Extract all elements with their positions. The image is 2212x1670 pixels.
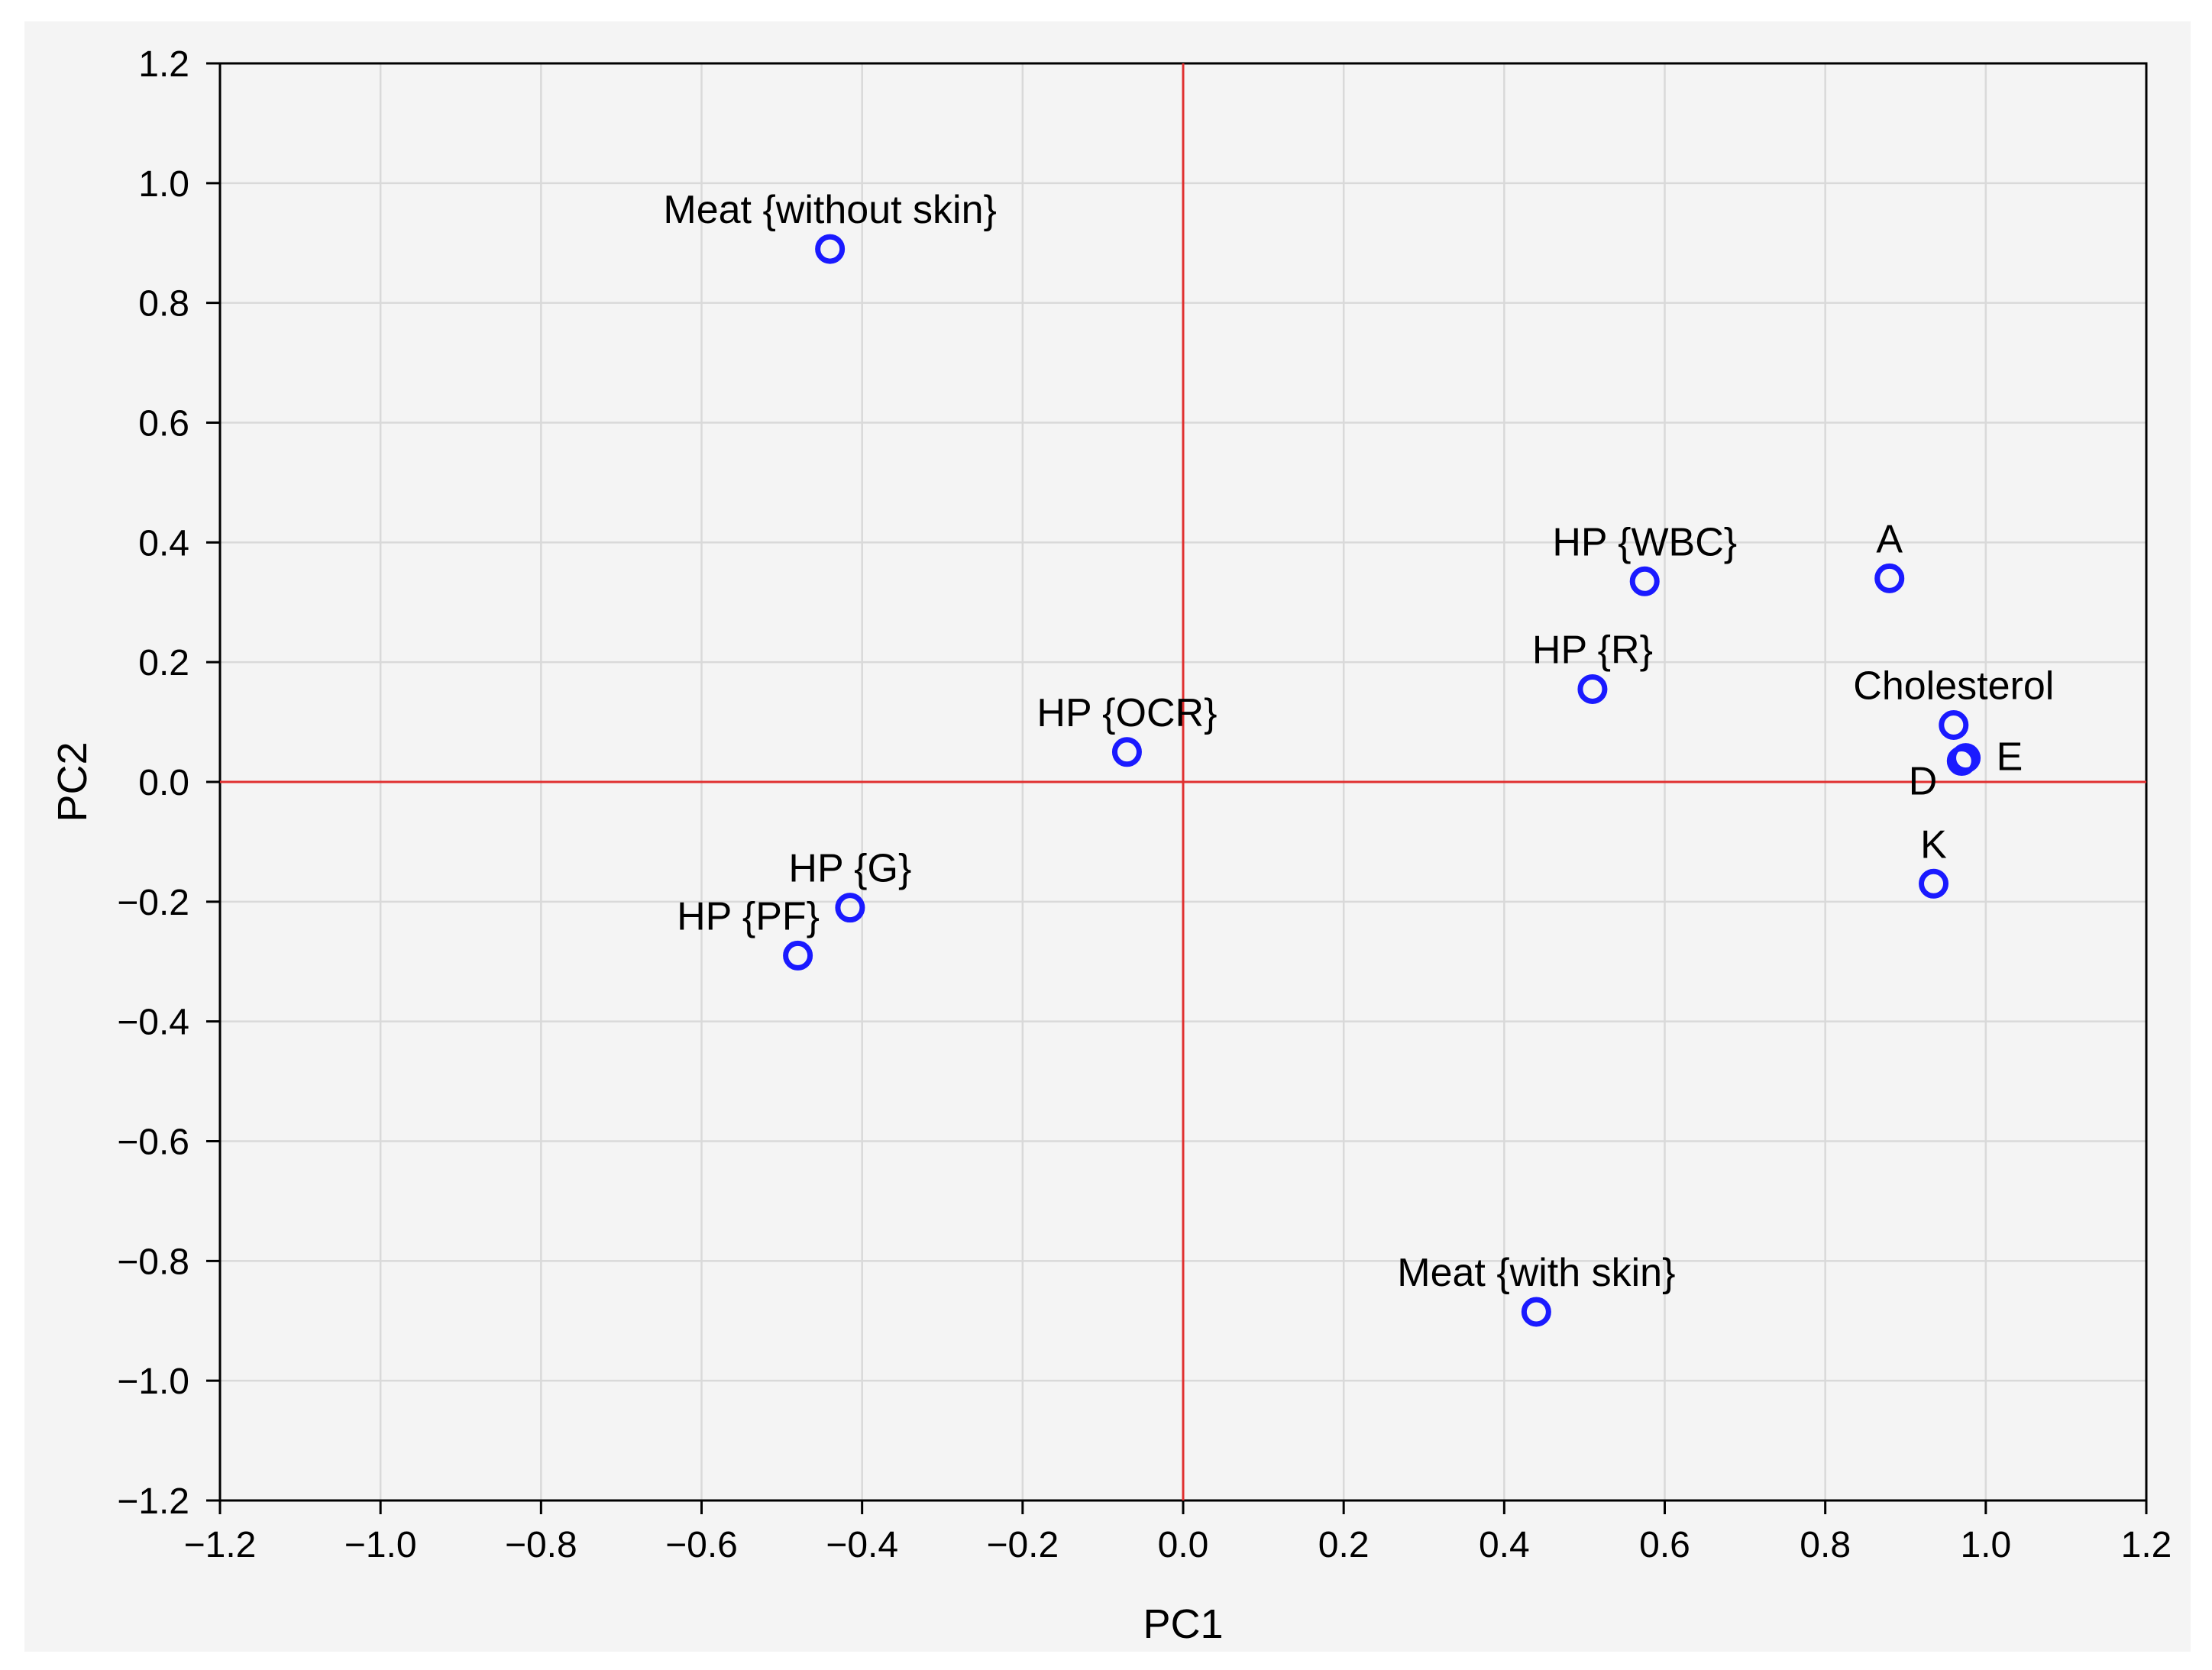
y-tick-label: 0.0 xyxy=(138,763,189,803)
data-point-meat-without-skin xyxy=(815,234,846,264)
data-point-hp-ocr xyxy=(1111,737,1142,767)
data-point-hp-r xyxy=(1577,673,1608,704)
y-tick-label: −1.2 xyxy=(117,1481,189,1522)
data-point-hp-pf xyxy=(783,940,813,971)
x-tick-label: 0.6 xyxy=(1639,1525,1690,1565)
x-axis-label: PC1 xyxy=(1143,1601,1223,1647)
data-point-label-a: A xyxy=(1876,517,1903,561)
y-axis-label: PC2 xyxy=(50,741,95,822)
x-tick-label: −0.8 xyxy=(505,1525,577,1565)
data-point-hp-g xyxy=(835,893,865,923)
x-tick-label: −1.0 xyxy=(344,1525,417,1565)
data-point-label-meat-with-skin: Meat {with skin} xyxy=(1397,1251,1675,1295)
data-points: Meat {without skin} HP {WBC} A HP {R} Choles… xyxy=(663,188,2054,1327)
x-tick-label: 0.0 xyxy=(1158,1525,1209,1565)
y-axis-ticks: 1.2 1.0 0.8 0.6 0.4 0.2 0.0 −0.2 −0.4 −0.6 −0.8 −1.… xyxy=(117,44,220,1522)
x-tick-label: −0.4 xyxy=(826,1525,898,1565)
reference-lines xyxy=(220,63,2146,1500)
data-point-label-hp-pf: HP {PF} xyxy=(677,894,820,938)
y-tick-label: −0.4 xyxy=(117,1003,189,1043)
y-tick-label: 1.2 xyxy=(138,44,189,85)
x-tick-label: 1.0 xyxy=(1960,1525,2011,1565)
data-point-a xyxy=(1874,563,1905,593)
data-point-cholesterol xyxy=(1939,710,1969,741)
data-point-label-hp-wbc: HP {WBC} xyxy=(1552,520,1737,564)
x-axis-ticks: −1.2 −1.0 −0.8 −0.6 −0.4 −0.2 0.0 0.2 0.4 0.6 0.8 1… xyxy=(184,1500,2172,1565)
y-tick-label: −0.8 xyxy=(117,1242,189,1282)
x-tick-label: −0.2 xyxy=(986,1525,1059,1565)
y-tick-label: −1.0 xyxy=(117,1362,189,1402)
data-point-label-k: K xyxy=(1920,822,1947,867)
y-tick-label: 0.6 xyxy=(138,404,189,444)
x-tick-label: 1.2 xyxy=(2121,1525,2172,1565)
data-point-d xyxy=(1946,746,1977,777)
data-point-label-hp-ocr: HP {OCR} xyxy=(1036,691,1217,735)
y-tick-label: 0.8 xyxy=(138,284,189,325)
data-point-label-e: E xyxy=(1997,735,2023,780)
x-tick-label: 0.2 xyxy=(1318,1525,1370,1565)
data-point-label-hp-r: HP {R} xyxy=(1532,628,1653,672)
data-point-meat-with-skin xyxy=(1521,1297,1551,1327)
data-point-label-d: D xyxy=(1909,760,1938,804)
x-tick-label: −1.2 xyxy=(184,1525,257,1565)
y-tick-label: 0.2 xyxy=(138,643,189,683)
data-point-label-hp-g: HP {G} xyxy=(788,847,911,891)
x-tick-label: 0.8 xyxy=(1800,1525,1851,1565)
y-tick-label: −0.2 xyxy=(117,883,189,923)
x-tick-label: −0.6 xyxy=(665,1525,738,1565)
y-tick-label: 1.0 xyxy=(138,164,189,205)
data-point-k xyxy=(1919,868,1949,899)
x-tick-label: 0.4 xyxy=(1479,1525,1530,1565)
data-point-label-cholesterol: Cholesterol xyxy=(1853,664,2054,709)
y-tick-label: 0.4 xyxy=(138,523,189,564)
data-point-label-meat-without-skin: Meat {without skin} xyxy=(663,188,996,232)
y-tick-label: −0.6 xyxy=(117,1122,189,1163)
data-point-hp-wbc xyxy=(1629,566,1660,596)
